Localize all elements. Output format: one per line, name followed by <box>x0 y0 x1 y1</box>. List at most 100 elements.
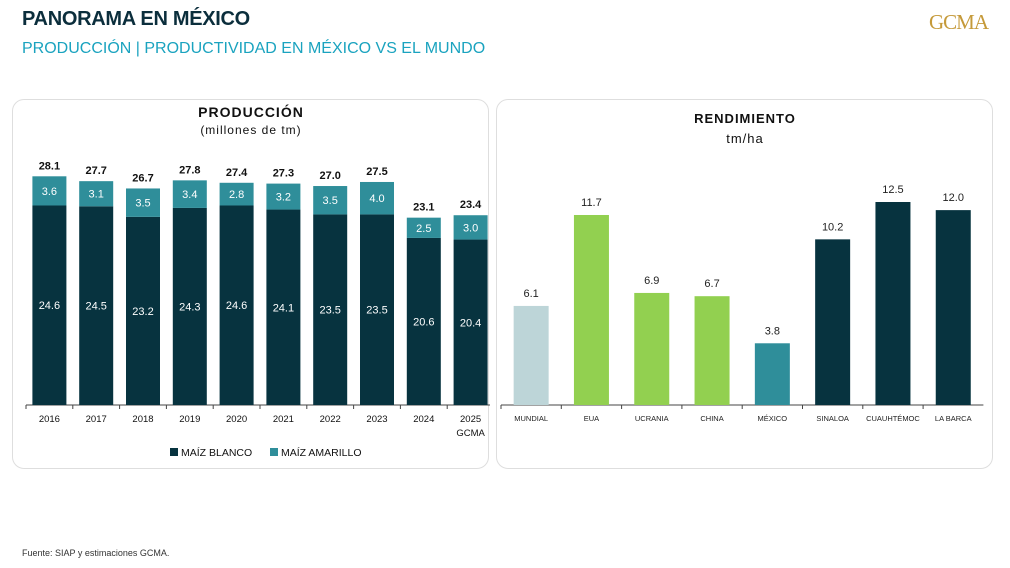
total-label: 27.0 <box>319 170 340 182</box>
bar-maiz-blanco <box>79 206 114 405</box>
x-tick-label: SINALOA <box>816 414 849 423</box>
data-label: 6.1 <box>524 288 539 300</box>
bar-maiz-amarillo <box>406 217 441 238</box>
bar-la barca <box>935 210 971 405</box>
bar-mundial <box>513 305 549 405</box>
total-label: 23.4 <box>460 199 482 211</box>
legend-label-amarillo: MAÍZ AMARILLO <box>281 446 362 459</box>
data-label-amarillo: 3.1 <box>89 189 104 201</box>
x-tick-label: 2016 <box>39 414 60 425</box>
x-tick-label: 2021 <box>273 414 294 425</box>
x-tick-label: 2019 <box>179 414 200 425</box>
data-label-blanco: 20.6 <box>413 316 434 328</box>
bar-maiz-amarillo <box>32 176 67 206</box>
page-title: PANORAMA EN MÉXICO <box>22 8 250 30</box>
data-label-amarillo: 4.0 <box>369 193 384 205</box>
bar-maiz-amarillo <box>79 181 114 207</box>
bar-maiz-amarillo <box>266 183 301 210</box>
bar-sinaloa <box>815 239 851 405</box>
bar-maiz-blanco <box>313 214 348 405</box>
yield-chart-panel: RENDIMIENTO tm/ha 6.1 MUNDIAL 11.7 EUA 6.9 UCRA… <box>496 99 993 469</box>
data-label-blanco: 24.5 <box>85 301 106 313</box>
x-tick-label: 2018 <box>132 414 153 425</box>
bar-maiz-amarillo <box>360 181 394 215</box>
bar-maiz-blanco <box>453 239 488 405</box>
total-label: 27.8 <box>179 164 200 176</box>
x-tick-label: 2023 <box>366 414 387 425</box>
bar-cuauhtémoc <box>875 202 911 405</box>
source-note: Fuente: SIAP y estimaciones GCMA. <box>22 548 170 558</box>
data-label-blanco: 24.1 <box>273 302 294 314</box>
data-label-amarillo: 2.8 <box>229 189 244 201</box>
data-label: 6.7 <box>704 278 719 290</box>
bar-ucrania <box>634 292 670 405</box>
bar-maiz-amarillo <box>453 215 488 240</box>
bar-maiz-blanco <box>32 205 67 405</box>
legend-label-blanco: MAÍZ BLANCO <box>181 446 252 459</box>
total-label: 27.7 <box>85 165 106 177</box>
bar-méxico <box>754 343 790 405</box>
chart-title: RENDIMIENTO <box>694 111 796 126</box>
production-chart: PRODUCCIÓN (millones de tm) 24.6 3.6 28.1 201… <box>25 103 490 459</box>
bar-maiz-blanco <box>172 207 207 405</box>
bar-maiz-amarillo <box>219 182 254 206</box>
data-label-blanco: 24.6 <box>39 300 60 312</box>
total-label: 27.4 <box>226 167 248 179</box>
x-tick-label: CHINA <box>700 414 723 423</box>
production-chart-panel: PRODUCCIÓN (millones de tm) 24.6 3.6 28.1 201… <box>12 99 490 469</box>
data-label-blanco: 24.6 <box>226 300 247 312</box>
total-label: 28.1 <box>39 160 60 172</box>
x-tick-label: LA BARCA <box>935 414 972 423</box>
data-label-blanco: 20.4 <box>460 317 481 329</box>
x-tick-label: 2024 <box>413 414 434 425</box>
bar-maiz-blanco <box>266 209 301 405</box>
data-label-amarillo: 3.2 <box>276 192 291 204</box>
bar-maiz-blanco <box>126 216 160 405</box>
x-tick-label: UCRANIA <box>635 414 669 423</box>
legend-swatch-blanco <box>170 448 178 456</box>
data-label-blanco: 23.5 <box>319 305 340 317</box>
data-label-blanco: 23.5 <box>366 305 387 317</box>
total-label: 27.3 <box>273 168 294 180</box>
x-tick-label: GCMA <box>456 428 485 439</box>
data-label-blanco: 24.3 <box>179 301 200 313</box>
chart-title: PRODUCCIÓN <box>198 103 304 120</box>
data-label-amarillo: 3.0 <box>463 222 478 234</box>
total-label: 26.7 <box>132 172 153 184</box>
data-label-amarillo: 3.6 <box>42 186 57 198</box>
x-tick-label: 2020 <box>226 414 247 425</box>
x-tick-label: MÉXICO <box>758 414 788 423</box>
data-label: 3.8 <box>765 325 780 337</box>
total-label: 23.1 <box>413 202 434 214</box>
chart-subtitle: tm/ha <box>726 131 764 146</box>
page-subtitle: PRODUCCIÓN | PRODUCTIVIDAD EN MÉXICO VS … <box>22 40 486 57</box>
x-tick-label: 2025 <box>460 414 481 425</box>
bar-china <box>694 296 730 405</box>
legend-swatch-amarillo <box>270 448 278 456</box>
x-tick-label: EUA <box>584 414 599 423</box>
x-tick-label: 2017 <box>86 414 107 425</box>
gcma-logo: GCMA <box>928 10 989 34</box>
x-tick-label: MUNDIAL <box>514 414 548 423</box>
bar-maiz-blanco <box>406 237 441 405</box>
data-label: 6.9 <box>644 275 659 287</box>
bar-maiz-amarillo <box>313 186 348 215</box>
data-label-amarillo: 3.5 <box>323 195 338 207</box>
data-label-amarillo: 3.5 <box>135 198 150 210</box>
data-label: 11.7 <box>581 197 602 209</box>
total-label: 27.5 <box>366 166 387 178</box>
bar-eua <box>573 214 609 405</box>
yield-chart: RENDIMIENTO tm/ha 6.1 MUNDIAL 11.7 EUA 6.9 UCRA… <box>500 111 984 423</box>
data-label: 12.0 <box>943 192 964 204</box>
data-label: 12.5 <box>882 184 903 196</box>
data-label-amarillo: 2.5 <box>416 223 431 235</box>
bar-maiz-blanco <box>219 205 254 405</box>
bar-maiz-amarillo <box>126 188 160 217</box>
data-label-blanco: 23.2 <box>132 306 153 318</box>
chart-subtitle: (millones de tm) <box>200 123 301 137</box>
data-label-amarillo: 3.4 <box>182 189 197 201</box>
bar-maiz-amarillo <box>172 180 207 208</box>
x-tick-label: 2022 <box>320 414 341 425</box>
bar-maiz-blanco <box>360 214 394 405</box>
data-label: 10.2 <box>822 221 843 233</box>
